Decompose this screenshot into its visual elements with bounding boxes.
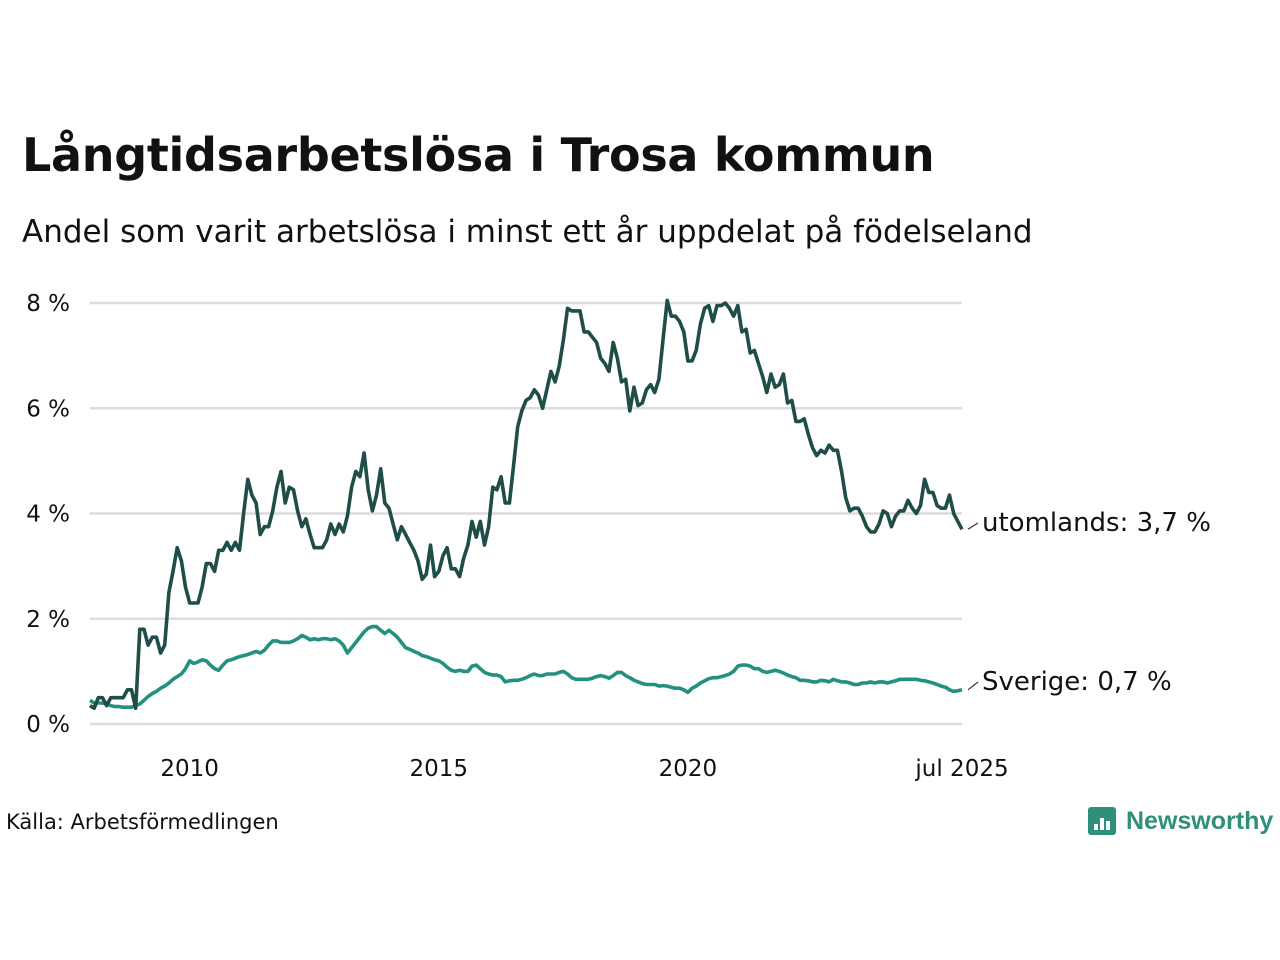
- chart-subtitle: Andel som varit arbetslösa i minst ett å…: [22, 214, 1033, 250]
- gridlines: [90, 301, 962, 726]
- y-tick-label: 6 %: [26, 396, 70, 422]
- chart-title: Långtidsarbetslösa i Trosa kommun: [22, 128, 935, 182]
- y-tick-label: 2 %: [26, 607, 70, 633]
- logo-text: Newsworthy: [1126, 806, 1274, 835]
- series-line-utomlands: [89, 298, 964, 710]
- newsworthy-logo: Newsworthy: [1088, 803, 1273, 839]
- x-tick-label: 2010: [160, 756, 219, 782]
- y-tick-label: 0 %: [26, 712, 70, 738]
- series-lines: [89, 298, 964, 710]
- x-tick-label: 2020: [659, 756, 718, 782]
- x-axis-ticks: 2010 2015 2020 jul 2025: [160, 756, 1008, 782]
- y-tick-label: 8 %: [26, 291, 70, 317]
- end-label-sverige: Sverige: 0,7 %: [982, 667, 1172, 697]
- y-axis-ticks: 0 % 2 % 4 % 6 % 8 %: [26, 291, 70, 738]
- y-tick-label: 4 %: [26, 502, 70, 528]
- source-note: Källa: Arbetsförmedlingen: [6, 810, 279, 834]
- end-labels: utomlands: 3,7 % Sverige: 0,7 %: [967, 508, 1211, 697]
- end-label-connector: [967, 522, 979, 530]
- series-line-sverige: [89, 624, 963, 709]
- end-label-utomlands: utomlands: 3,7 %: [982, 508, 1211, 538]
- logo-mark-icon: [1088, 807, 1116, 835]
- x-tick-label: jul 2025: [914, 756, 1008, 782]
- x-tick-label: 2015: [410, 756, 469, 782]
- end-label-connector: [967, 681, 979, 691]
